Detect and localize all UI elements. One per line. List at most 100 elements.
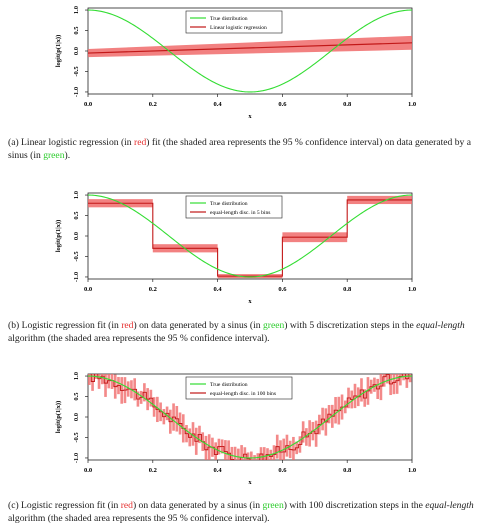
confidence-band-bin [250,451,253,460]
x-axis-label: x [248,113,252,118]
caption-c-red: red [120,500,133,511]
confidence-band-bin [91,374,94,391]
caption-c-italic: equal-length [425,500,474,511]
legend-box [185,10,283,34]
chart-c: 0.0 0.2 0.4 0.6 0.8 1.0 x -1.0 -0.5 0.0 0.5 1.0 logi… [55,372,416,486]
confidence-band-bin [382,374,386,387]
x-tick-label: 0.8 [343,101,352,108]
confidence-band-bin [107,374,111,389]
confidence-band-bin [110,374,114,389]
x-tick-label: 0.6 [278,286,287,293]
y-tick-label: 1.0 [73,372,80,380]
caption-c-suffix: algorithm (the shaded area represents th… [8,512,270,524]
confidence-band-bin [233,446,237,460]
legend-box [185,195,283,219]
x-tick-label: 1.0 [408,467,416,474]
y-tick-label: 1.0 [73,6,80,14]
plot-area [88,194,412,279]
caption-b-italic: equal-length [416,320,465,331]
x-tick-label: 0.0 [84,467,92,474]
legend-label: True distribution [210,382,248,388]
x-tick-label: 0.6 [278,467,287,474]
confidence-band-bin [389,374,392,396]
legend-label: Linear logistic regression [210,25,267,31]
x-tick-label: 0.0 [84,286,92,293]
caption-c-prefix: (c) Logistic regression fit (in [8,500,121,511]
caption-a-red: red [134,137,147,148]
y-axis-label: logit(p(1|x)) [55,220,62,252]
caption-a-suffix: ). [64,149,71,161]
confidence-band-bin [399,374,402,386]
confidence-band-bin [386,374,389,384]
y-tick-label: 0.5 [73,211,80,220]
confidence-band-bin [262,447,266,460]
confidence-band-bin [402,374,405,381]
confidence-band-bin [224,440,227,460]
plot-area [88,9,412,93]
caption-c: (c) Logistic regression fit (in red) on … [8,500,480,525]
x-tick-label: 1.0 [408,101,416,108]
chart-a: 0.0 0.2 0.4 0.6 0.8 1.0 x -1.0 -0.5 0.0 0.5 1.0 logi… [55,6,416,120]
caption-a-middle: ) fit (the shaded area represents the 95… [8,137,471,161]
x-tick-label: 0.2 [149,286,157,293]
y-tick-label: 0.0 [73,47,80,55]
confidence-band-bin [246,452,250,460]
confidence-band-bin [395,374,399,394]
caption-b: (b) Logistic regression fit (in red) on … [8,320,480,345]
caption-a: (a) Linear logistic regression (in red) … [8,137,480,162]
legend: True distribution Linear logistic regress… [185,10,283,34]
x-tick-label: 0.8 [343,467,352,474]
confidence-band [88,35,412,58]
confidence-band-bin [292,436,295,460]
y-tick-label: 0.5 [73,26,80,35]
legend: True distribution equal-length disc. in 1… [185,376,293,400]
x-tick-label: 0.4 [214,101,223,108]
legend: True distribution equal-length disc. in 5… [185,195,283,219]
confidence-band-bin [214,442,217,460]
caption-b-suffix: algorithm (the shaded area represents th… [8,332,270,344]
panel-b: 0.0 0.2 0.4 0.6 0.8 1.0 x -1.0 -0.5 0.0 0.5 1.0 logi… [0,185,485,308]
caption-a-green: green [43,149,65,161]
caption-c-middle2: ) with 100 discretization steps in the [283,500,426,511]
confidence-band-bin [266,448,269,460]
confidence-band-bin [204,435,208,460]
legend-label: equal-length disc. in 5 bins [210,210,270,216]
panel-c: 0.0 0.2 0.4 0.6 0.8 1.0 x -1.0 -0.5 0.0 0.5 1.0 logi… [0,366,485,489]
confidence-band-bin [227,440,230,460]
x-tick-label: 0.6 [278,101,287,108]
y-tick-label: -1.0 [73,87,80,97]
confidence-band-bin [379,374,383,401]
confidence-band-bin [405,374,409,388]
y-tick-label: -1.0 [73,453,80,463]
y-axis-label: logit(p(1|x)) [55,35,62,67]
legend-box [185,376,293,400]
caption-b-green: green [262,320,285,331]
confidence-band-bin [240,445,243,460]
legend-label: True distribution [210,16,248,22]
confidence-band-bin [408,374,412,383]
confidence-band-bin [97,374,101,389]
true-distribution-line [88,375,412,459]
caption-b-prefix: (b) Logistic regression fit (in [8,320,122,331]
true-distribution-line [88,9,412,93]
confidence-band-bin [279,440,282,460]
y-tick-label: -1.0 [73,272,80,282]
legend-label: True distribution [210,201,248,207]
legend-label: equal-length disc. in 100 bins [210,391,276,397]
confidence-band-bin [230,446,234,460]
caption-c-middle: ) on data generated by a sinus (in [132,500,263,511]
x-tick-label: 0.2 [149,101,157,108]
x-tick-label: 0.4 [214,467,223,474]
confidence-band-bin [88,374,91,385]
y-tick-label: 0.0 [73,413,80,421]
y-tick-label: -0.5 [73,66,80,77]
caption-c-green: green [262,500,284,511]
y-tick-label: 1.0 [73,191,80,199]
confidence-band-bin [392,374,396,395]
y-tick-label: 0.0 [73,232,80,240]
x-tick-label: 0.2 [149,467,157,474]
confidence-band-bin [104,374,107,397]
caption-b-red: red [121,320,134,331]
x-tick-label: 0.8 [343,286,352,293]
confidence-band-bin [256,453,260,460]
